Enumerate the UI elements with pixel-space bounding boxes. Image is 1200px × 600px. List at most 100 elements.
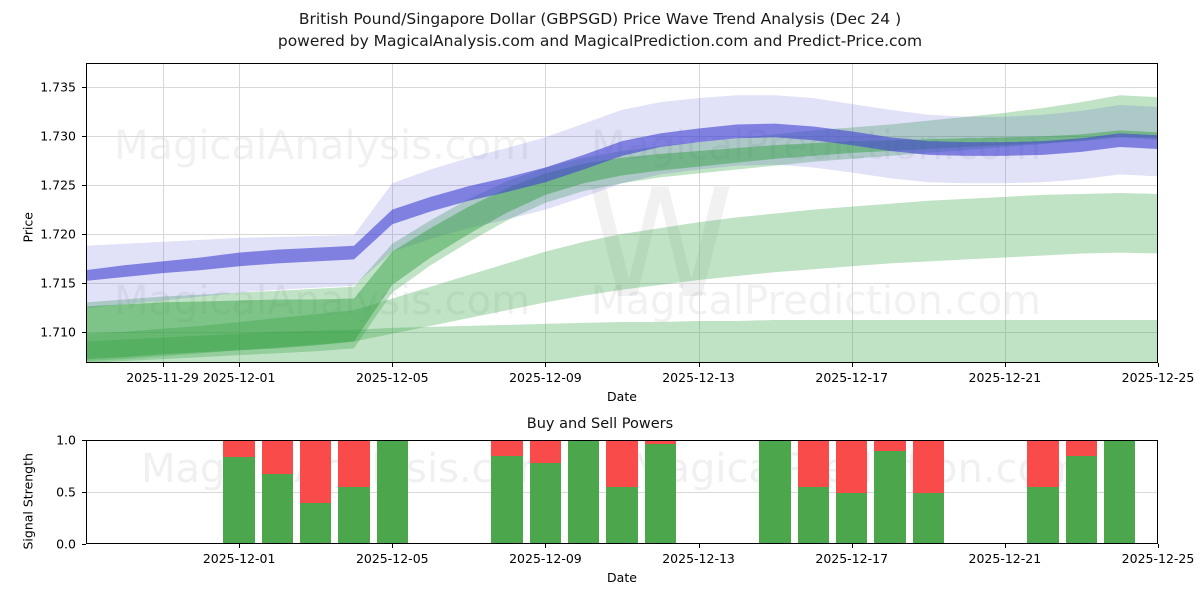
price-chart-plot-area: MagicalAnalysis.com MagicalPrediction.com… xyxy=(86,63,1158,363)
signal-chart-title: Buy and Sell Powers xyxy=(526,416,674,432)
signal-bar[interactable] xyxy=(529,440,562,544)
signal-bar[interactable] xyxy=(1104,440,1136,544)
signal-bar[interactable] xyxy=(912,440,944,544)
signal-x-tick-label: 2025-12-01 xyxy=(202,551,276,566)
buy-power-segment xyxy=(491,455,523,544)
price-y-tick xyxy=(82,331,86,333)
signal-x-tick-label: 2025-12-17 xyxy=(815,551,889,566)
grid-line-vertical xyxy=(545,63,547,363)
price-x-tick-label: 2025-12-01 xyxy=(202,370,276,385)
grid-line-horizontal xyxy=(86,185,1158,187)
price-x-tick xyxy=(1158,363,1159,367)
price-x-tick xyxy=(1004,363,1006,367)
band-green-mid-channel xyxy=(86,192,1158,362)
signal-bar[interactable] xyxy=(1065,440,1098,544)
price-x-tick-label: 2025-12-25 xyxy=(1121,370,1195,385)
signal-x-axis-title: Date xyxy=(607,570,637,585)
signal-bar[interactable] xyxy=(797,440,830,544)
price-y-tick xyxy=(82,282,86,284)
grid-line-horizontal xyxy=(86,234,1158,235)
price-x-tick xyxy=(545,363,547,367)
price-x-tick-label: 2025-12-21 xyxy=(968,370,1042,385)
price-x-tick-label: 2025-12-09 xyxy=(509,370,582,385)
price-y-tick-label: 1.735 xyxy=(40,79,76,95)
sell-power-segment xyxy=(1065,440,1098,456)
buy-power-segment xyxy=(338,486,370,544)
buy-power-segment xyxy=(568,440,600,544)
signal-y-tick-label: 0.0 xyxy=(56,536,76,552)
signal-bar[interactable] xyxy=(376,440,408,544)
grid-line-vertical xyxy=(698,63,700,363)
price-y-tick-label: 1.710 xyxy=(40,324,76,340)
sell-power-segment xyxy=(1027,440,1059,487)
sell-power-segment xyxy=(491,440,523,456)
signal-y-tick xyxy=(82,544,86,545)
signal-x-tick xyxy=(392,544,394,548)
sell-power-segment xyxy=(529,440,562,463)
signal-x-tick xyxy=(239,544,241,548)
price-x-tick-label: 2025-11-29 xyxy=(126,370,199,385)
signal-bar[interactable] xyxy=(338,440,370,544)
signal-x-tick xyxy=(1004,544,1006,548)
price-x-tick xyxy=(239,363,241,367)
price-y-tick xyxy=(82,185,86,187)
signal-bar[interactable] xyxy=(874,440,906,544)
band-green-wave xyxy=(86,130,1158,360)
grid-line-vertical xyxy=(1004,63,1006,363)
sell-power-segment xyxy=(606,440,638,487)
price-x-tick-label: 2025-12-17 xyxy=(815,370,889,385)
buy-power-segment xyxy=(376,440,408,544)
price-x-tick xyxy=(698,363,700,367)
grid-line-horizontal xyxy=(86,87,1158,89)
buy-power-segment xyxy=(797,486,830,544)
signal-bar[interactable] xyxy=(568,440,600,544)
title-line-1: British Pound/Singapore Dollar (GBPSGD) … xyxy=(298,10,902,28)
buy-power-segment xyxy=(300,503,332,544)
signal-bar[interactable] xyxy=(300,440,332,544)
signal-x-tick-label: 2025-12-05 xyxy=(355,551,429,566)
price-x-tick-label: 2025-12-13 xyxy=(662,370,735,385)
signal-x-tick xyxy=(698,544,700,548)
buy-power-segment xyxy=(1027,486,1059,544)
price-y-tick xyxy=(82,136,86,138)
buy-power-segment xyxy=(1065,455,1098,544)
price-y-tick-label: 1.715 xyxy=(40,275,76,291)
signal-x-tick-label: 2025-12-09 xyxy=(509,551,582,566)
signal-bar[interactable] xyxy=(223,440,255,544)
price-y-tick xyxy=(82,87,86,89)
signal-bar[interactable] xyxy=(759,440,791,544)
buy-power-segment xyxy=(529,462,562,544)
signal-bar[interactable] xyxy=(491,440,523,544)
sell-power-segment xyxy=(223,440,255,457)
signal-bar[interactable] xyxy=(1027,440,1059,544)
signal-x-tick xyxy=(545,544,547,548)
price-x-axis-title: Date xyxy=(607,389,637,404)
signal-x-tick-label: 2025-12-13 xyxy=(662,551,735,566)
price-y-tick-label: 1.725 xyxy=(40,177,76,193)
price-wave-chart-panel: MagicalAnalysis.com MagicalPrediction.com… xyxy=(86,63,1158,363)
signal-bar[interactable] xyxy=(644,440,676,544)
sell-power-segment xyxy=(644,440,676,445)
signal-bar[interactable] xyxy=(836,440,868,544)
buy-power-segment xyxy=(606,486,638,544)
signal-x-tick xyxy=(1158,544,1159,548)
price-y-tick-label: 1.720 xyxy=(40,226,76,242)
signal-y-tick xyxy=(82,492,86,493)
buy-power-segment xyxy=(223,456,255,544)
grid-line-horizontal xyxy=(86,136,1158,138)
price-x-tick-label: 2025-12-05 xyxy=(355,370,429,385)
band-green-base xyxy=(86,320,1158,363)
grid-line-vertical xyxy=(162,63,164,363)
signal-bar[interactable] xyxy=(606,440,638,544)
grid-line-horizontal xyxy=(86,282,1158,284)
sell-power-segment xyxy=(300,440,332,504)
price-y-tick xyxy=(82,234,86,235)
buy-power-segment xyxy=(912,493,944,544)
signal-bar[interactable] xyxy=(261,440,294,544)
price-wave-bands xyxy=(86,95,1158,363)
grid-line-horizontal xyxy=(86,331,1158,333)
signal-x-tick-label: 2025-12-25 xyxy=(1121,551,1195,566)
price-y-tick-label: 1.730 xyxy=(40,128,76,144)
